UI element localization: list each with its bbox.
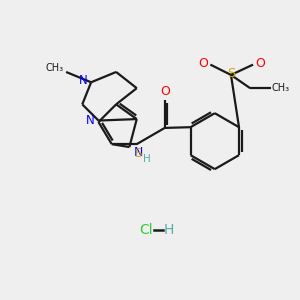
Text: H: H (164, 223, 174, 236)
Text: N: N (134, 146, 143, 159)
Text: H: H (143, 154, 151, 164)
Text: S: S (227, 67, 235, 80)
Text: O: O (256, 57, 266, 70)
Text: CH₃: CH₃ (46, 63, 64, 73)
Text: N: N (79, 74, 87, 87)
Text: O: O (160, 85, 170, 98)
Text: N: N (86, 114, 94, 127)
Text: Cl: Cl (139, 223, 152, 236)
Text: CH₃: CH₃ (272, 83, 290, 93)
Text: S: S (134, 147, 141, 160)
Text: O: O (198, 57, 208, 70)
